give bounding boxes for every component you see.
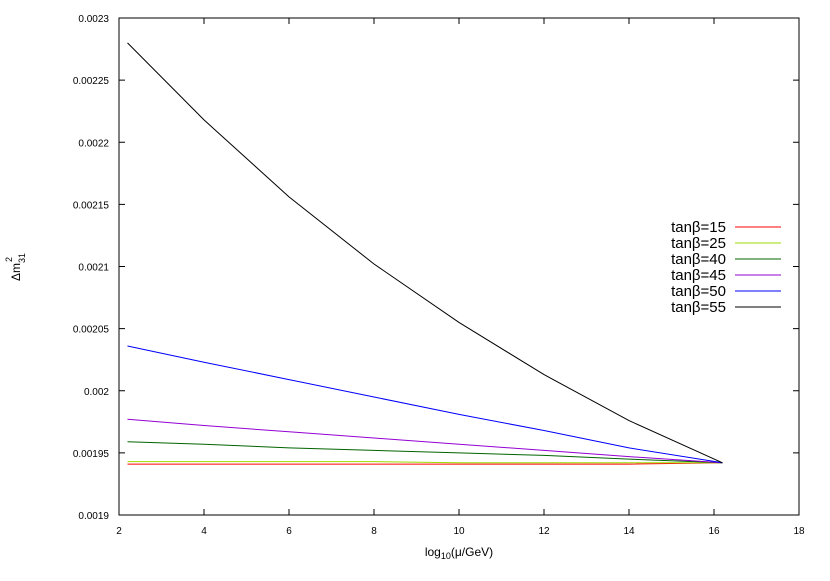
x-tick-label: 4 [201, 526, 207, 537]
legend-label: tanβ=55 [671, 299, 726, 316]
series-line [127, 461, 723, 464]
axis-ticks: 2 4 6 8 10 12 14 16 18 0.0019 0.00195 0.002 0.00205 0… [73, 14, 805, 537]
y-tick-label: 0.00205 [73, 325, 110, 336]
x-tick-label: 6 [286, 526, 292, 537]
series-lines [127, 42, 723, 465]
x-tick-label: 14 [623, 526, 635, 537]
series-line [127, 418, 723, 464]
legend-label: tanβ=25 [671, 235, 726, 252]
legend-label: tanβ=50 [671, 283, 726, 300]
legend-label: tanβ=15 [671, 219, 726, 236]
x-tick-label: 18 [793, 526, 805, 537]
x-tick-label: 16 [708, 526, 720, 537]
y-axis-label-group: Δm312 [4, 253, 27, 281]
x-axis-label: log10(μ/GeV) [425, 545, 493, 561]
series-line [127, 462, 723, 465]
series-line [127, 42, 723, 464]
y-tick-label: 0.00225 [73, 76, 110, 87]
series-line [127, 345, 723, 464]
y-tick-label: 0.0019 [78, 511, 109, 522]
y-axis-label: Δm312 [4, 253, 27, 281]
y-tick-label: 0.0023 [78, 14, 109, 25]
y-tick-label: 0.0021 [78, 263, 109, 274]
x-tick-label: 8 [371, 526, 377, 537]
x-tick-label: 2 [116, 526, 122, 537]
legend-label: tanβ=45 [671, 267, 726, 284]
y-tick-label: 0.00215 [73, 200, 110, 211]
x-tick-label: 10 [453, 526, 465, 537]
legend-label: tanβ=40 [671, 251, 726, 268]
legend: tanβ=15tanβ=25tanβ=40tanβ=45tanβ=50tanβ=… [671, 219, 781, 316]
x-tick-label: 12 [538, 526, 550, 537]
y-tick-label: 0.0022 [78, 138, 109, 149]
y-tick-label: 0.002 [84, 387, 109, 398]
y-tick-label: 0.00195 [73, 449, 110, 460]
series-line [127, 441, 723, 464]
